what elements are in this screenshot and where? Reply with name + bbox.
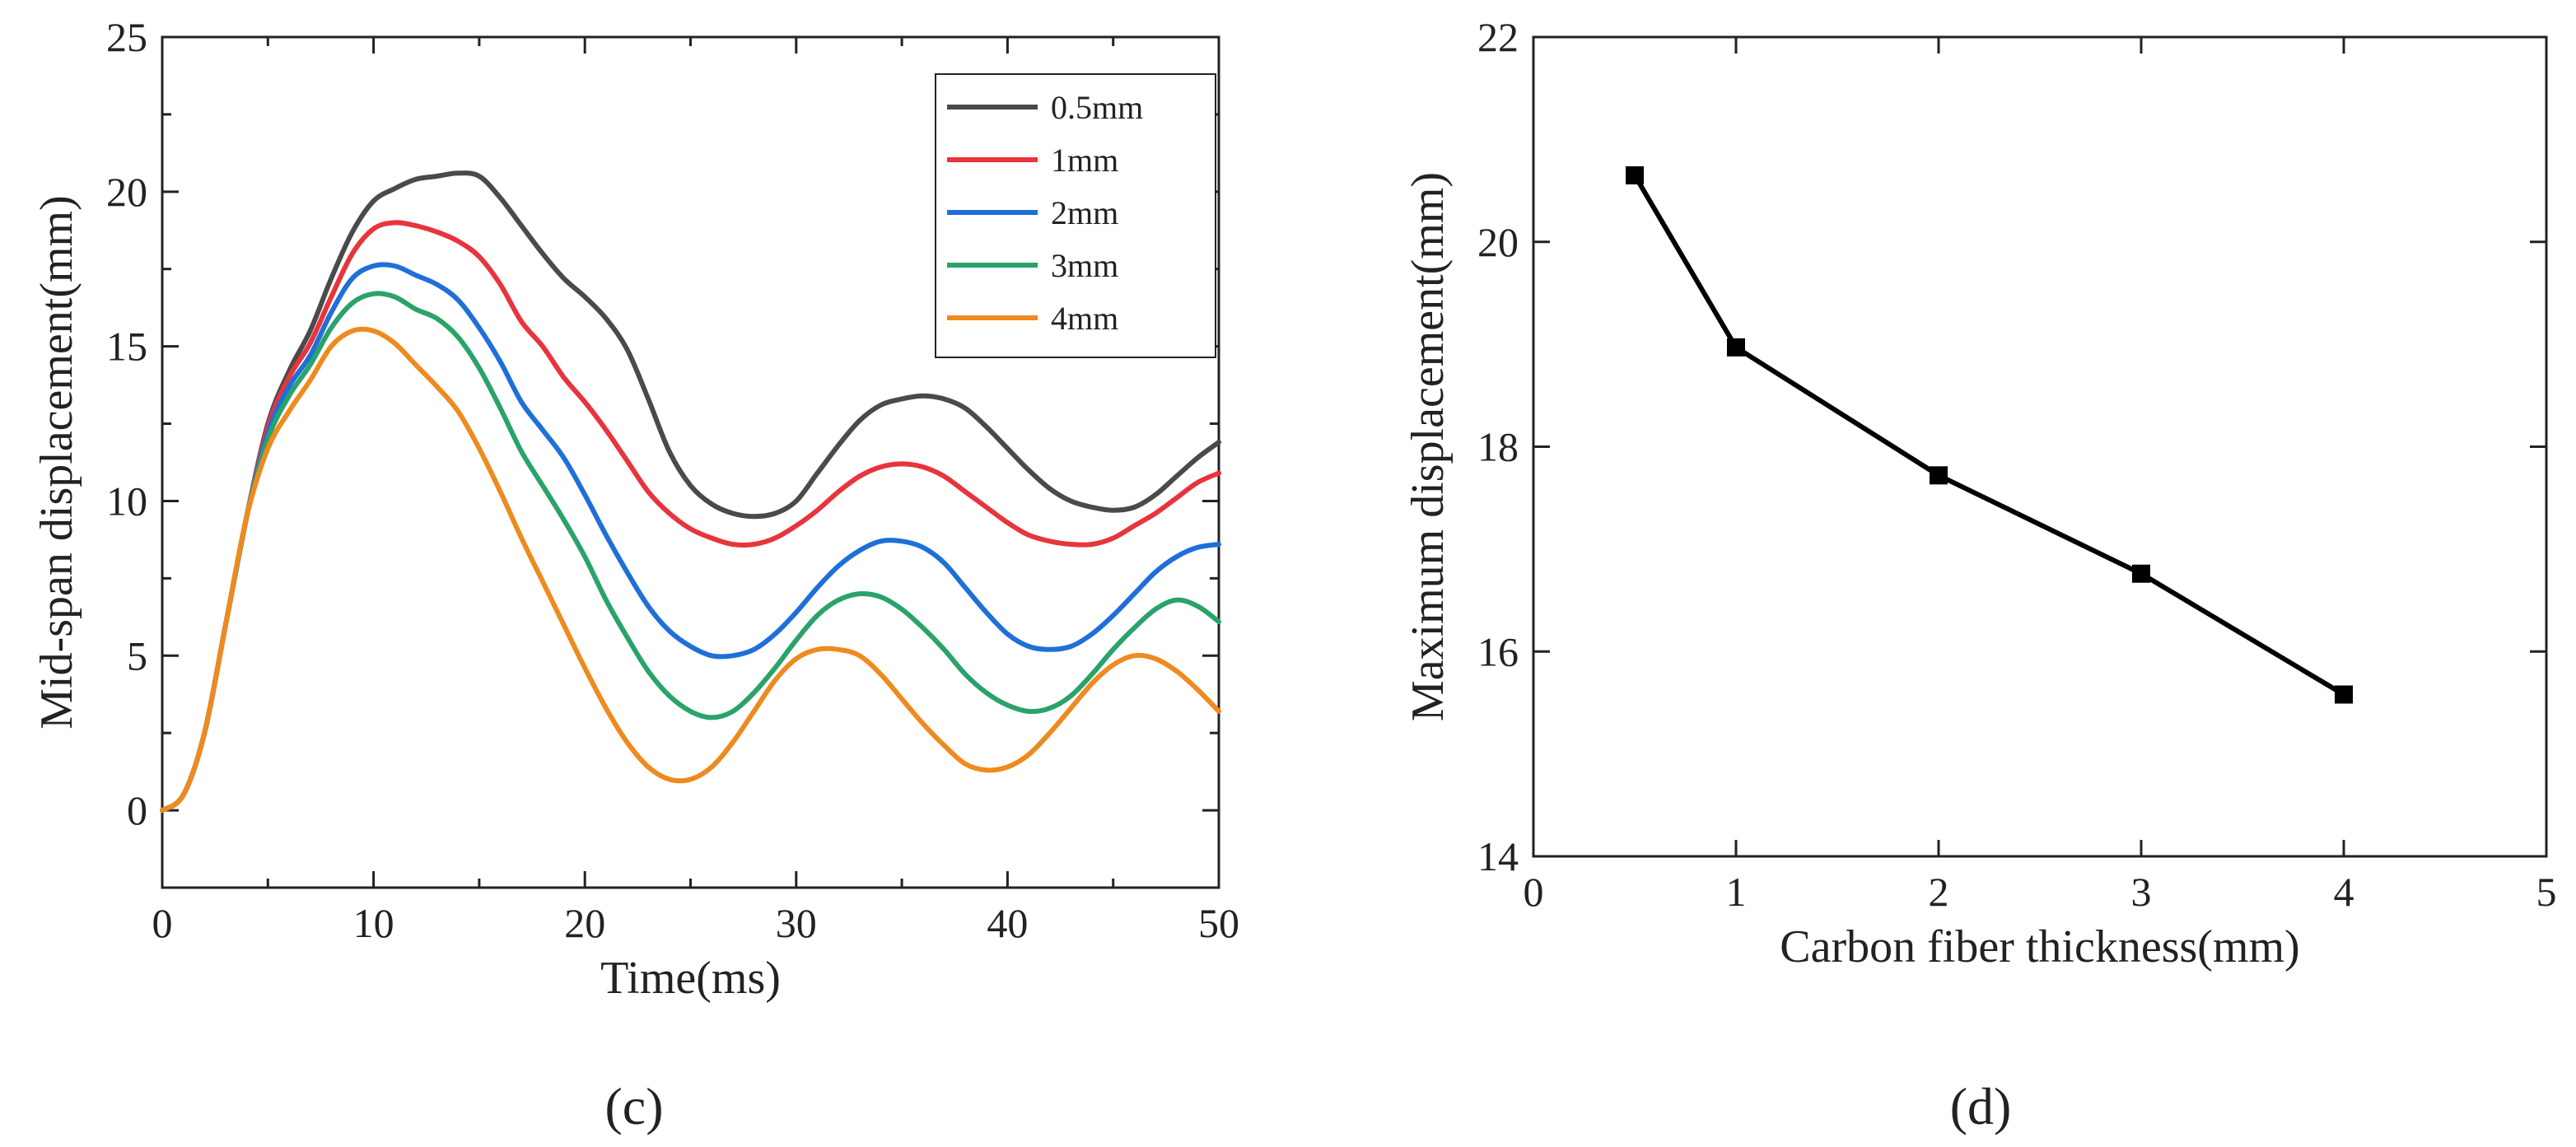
series-line-c-1: [160, 220, 1221, 814]
plot-frame-d: [1532, 35, 2548, 858]
y-tick-label-d: 18: [1477, 424, 1519, 470]
x-tick-label-d: 5: [2536, 869, 2557, 915]
y-tick-label-c: 15: [106, 324, 147, 370]
panel-label-c: (c): [604, 1077, 663, 1135]
x-tick-label-c: 40: [987, 900, 1028, 946]
x-tick-label-d: 4: [2334, 869, 2354, 915]
data-point-d: [2132, 564, 2150, 583]
y-tick-label-d: 14: [1477, 833, 1519, 879]
y-axis-label-c: Mid-span displacement(mm): [31, 195, 82, 730]
x-tick-label-d: 0: [1524, 869, 1544, 915]
data-point-d: [1626, 166, 1644, 184]
y-tick-label-d: 22: [1477, 14, 1519, 60]
x-axis-label-d: Carbon fiber thickness(mm): [1780, 921, 2299, 972]
x-axis-label-c: Time(ms): [600, 953, 781, 1004]
y-tick-label-c: 25: [106, 14, 147, 60]
x-tick-label-c: 30: [776, 900, 817, 946]
chart-d: 0 1 2 3 4 5 14 16 18 20 22 Carbon fiber thickness(m…: [1402, 14, 2557, 972]
legend-label: 1mm: [1051, 142, 1118, 179]
legend-label: 4mm: [1051, 300, 1118, 337]
legend-label: 3mm: [1051, 247, 1118, 284]
x-tick-label-c: 0: [152, 900, 173, 946]
legend-label: 0.5mm: [1051, 89, 1143, 126]
x-tick-label-d: 2: [1929, 869, 1949, 915]
x-tick-label-c: 20: [564, 900, 605, 946]
data-point-d: [1727, 338, 1745, 357]
y-tick-label-d: 16: [1477, 628, 1519, 674]
y-tick-label-c: 0: [127, 787, 147, 833]
legend-label: 2mm: [1051, 194, 1118, 231]
x-tick-label-d: 1: [1726, 869, 1747, 915]
legend-box: [935, 73, 1216, 358]
series-line-d-0: [1632, 172, 2346, 697]
x-tick-label-c: 10: [353, 900, 394, 946]
y-tick-label-d: 20: [1477, 219, 1519, 265]
y-tick-label-c: 5: [127, 632, 147, 678]
y-tick-label-c: 10: [106, 478, 147, 524]
panel-label-d: (d): [1950, 1077, 2012, 1135]
series-line-c-4: [160, 326, 1221, 814]
y-tick-label-c: 20: [106, 169, 147, 215]
x-tick-label-c: 50: [1198, 900, 1239, 946]
y-axis-label-d: Maximum displacement(mm): [1402, 172, 1454, 721]
x-tick-label-d: 3: [2131, 869, 2152, 915]
data-point-d: [1930, 466, 1948, 485]
series-line-c-3: [160, 291, 1221, 814]
series-line-c-2: [160, 262, 1221, 814]
series-line-c-0: [160, 170, 1221, 814]
data-point-d: [2335, 685, 2353, 704]
chart-c: 0 10 20 30 40 50 0 5 10 15 20 25 Time(ms) Mid-span di…: [31, 14, 1239, 1004]
